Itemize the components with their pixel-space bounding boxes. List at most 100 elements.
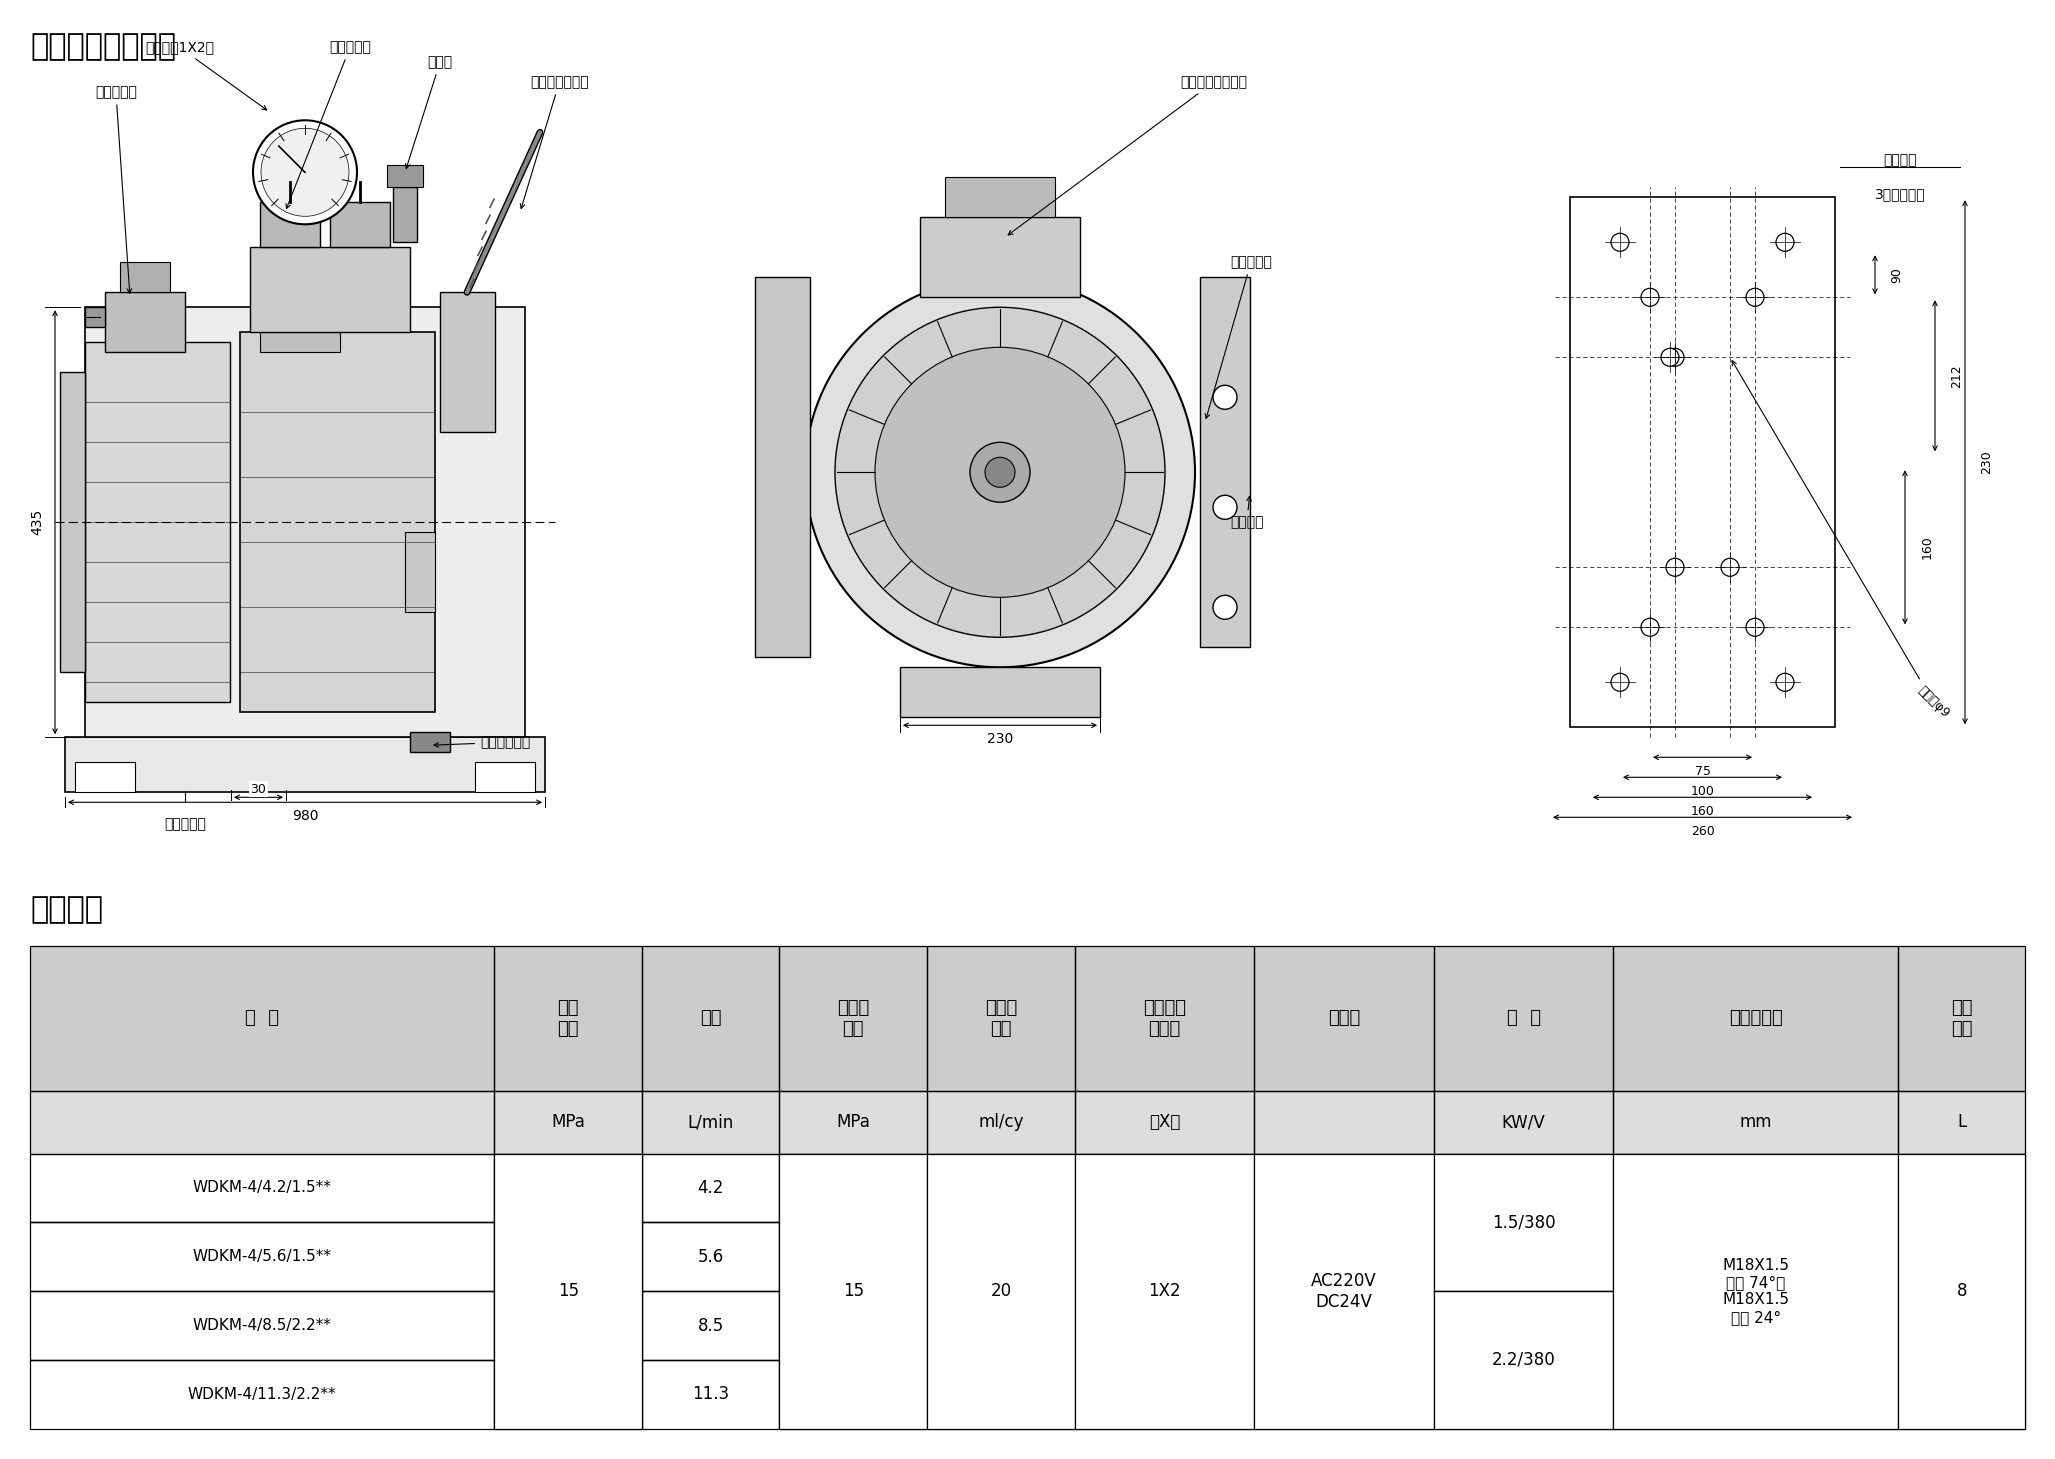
Bar: [1899, 1360, 2024, 1428]
Bar: [1899, 945, 2024, 1091]
Text: 出油口螺纹: 出油口螺纹: [1728, 1010, 1782, 1027]
Bar: [779, 945, 927, 1091]
Bar: [495, 1154, 643, 1223]
Bar: [240, 333, 436, 712]
Bar: [31, 1291, 495, 1360]
Bar: [495, 1154, 643, 1428]
Bar: [927, 1091, 1075, 1154]
Text: 15: 15: [557, 1282, 580, 1300]
Text: M18X1.5
外锥 74°；
M18X1.5
内锥 24°: M18X1.5 外锥 74°； M18X1.5 内锥 24°: [1722, 1258, 1790, 1325]
Bar: [1434, 1154, 1613, 1291]
Text: 230: 230: [1981, 451, 1993, 474]
Bar: [1434, 1291, 1613, 1428]
Bar: [1899, 1360, 2024, 1428]
Bar: [251, 247, 411, 333]
Text: 油箱
容积: 油箱 容积: [1950, 999, 1973, 1037]
Bar: [779, 1223, 927, 1291]
Bar: [1570, 197, 1835, 727]
Text: 双动力模式转换阀: 双动力模式转换阀: [1009, 76, 1247, 235]
Text: 手动泵
压力: 手动泵 压力: [836, 999, 869, 1037]
Bar: [1254, 945, 1434, 1091]
Bar: [779, 1360, 927, 1428]
Text: 电磁换向阀: 电磁换向阀: [286, 41, 372, 209]
Bar: [31, 1291, 495, 1360]
Bar: [1075, 1154, 1254, 1223]
Text: mm: mm: [1741, 1113, 1771, 1131]
Text: 型  号: 型 号: [245, 1010, 279, 1027]
Bar: [643, 1291, 779, 1360]
Circle shape: [1212, 595, 1237, 619]
Bar: [66, 737, 545, 792]
Bar: [927, 1154, 1075, 1223]
Text: 230: 230: [986, 732, 1013, 747]
Bar: [900, 667, 1099, 718]
Text: 技术参数: 技术参数: [31, 896, 103, 925]
Bar: [1075, 1154, 1254, 1428]
Bar: [1899, 1223, 2024, 1291]
Bar: [1254, 1154, 1434, 1223]
Circle shape: [1212, 385, 1237, 410]
Bar: [779, 1091, 927, 1154]
Text: 电机接线盒: 电机接线盒: [95, 85, 138, 293]
Bar: [1075, 1223, 1254, 1291]
Text: 电磁阀: 电磁阀: [1328, 1010, 1360, 1027]
Bar: [60, 372, 84, 673]
Bar: [1613, 945, 1899, 1091]
Bar: [779, 1223, 927, 1291]
Bar: [643, 1091, 779, 1154]
Bar: [1899, 1291, 2024, 1360]
Bar: [74, 762, 136, 792]
Circle shape: [253, 120, 358, 225]
Text: 电  机: 电 机: [1506, 1010, 1541, 1027]
Bar: [1434, 1223, 1613, 1291]
Bar: [779, 1291, 927, 1360]
Bar: [927, 1091, 1075, 1154]
Circle shape: [1667, 349, 1683, 366]
Bar: [495, 1154, 643, 1223]
Bar: [31, 945, 495, 1091]
Bar: [31, 1091, 495, 1154]
Bar: [1254, 1091, 1434, 1154]
Text: 安装孔位: 安装孔位: [1882, 153, 1917, 168]
Bar: [1613, 1154, 1899, 1428]
Bar: [31, 1360, 495, 1428]
Bar: [1434, 1154, 1613, 1223]
Text: 980: 980: [292, 810, 319, 823]
Bar: [643, 1154, 779, 1223]
Bar: [1434, 1154, 1613, 1223]
Bar: [779, 1154, 927, 1223]
Text: 出油口（1X2）: 出油口（1X2）: [146, 41, 267, 109]
Bar: [105, 292, 185, 352]
Bar: [411, 732, 450, 753]
Bar: [495, 1291, 643, 1360]
Bar: [1254, 1154, 1434, 1428]
Bar: [927, 1154, 1075, 1428]
Bar: [1613, 1223, 1899, 1291]
Circle shape: [806, 277, 1196, 667]
Text: 组X只: 组X只: [1149, 1113, 1180, 1131]
Bar: [1613, 1360, 1899, 1428]
Text: 160: 160: [1691, 805, 1714, 818]
Circle shape: [1642, 619, 1658, 636]
Text: MPa: MPa: [551, 1113, 586, 1131]
Bar: [1613, 1091, 1899, 1154]
Bar: [1254, 1154, 1434, 1223]
Text: 1.5/380: 1.5/380: [1492, 1214, 1556, 1231]
Text: 5.6: 5.6: [699, 1247, 723, 1266]
Bar: [643, 945, 779, 1091]
Bar: [495, 1291, 643, 1360]
Bar: [1899, 1091, 2024, 1154]
Bar: [495, 945, 643, 1091]
Bar: [1434, 1091, 1613, 1154]
Circle shape: [1642, 289, 1658, 306]
Bar: [1075, 1291, 1254, 1360]
Bar: [1613, 1223, 1899, 1291]
Text: 外形及安装尺寸：: 外形及安装尺寸：: [31, 32, 177, 61]
Bar: [779, 1091, 927, 1154]
Bar: [495, 1223, 643, 1291]
Bar: [84, 343, 230, 702]
Bar: [1254, 1154, 1434, 1428]
Bar: [1200, 277, 1249, 648]
Bar: [1254, 945, 1434, 1091]
Bar: [1254, 1223, 1434, 1291]
